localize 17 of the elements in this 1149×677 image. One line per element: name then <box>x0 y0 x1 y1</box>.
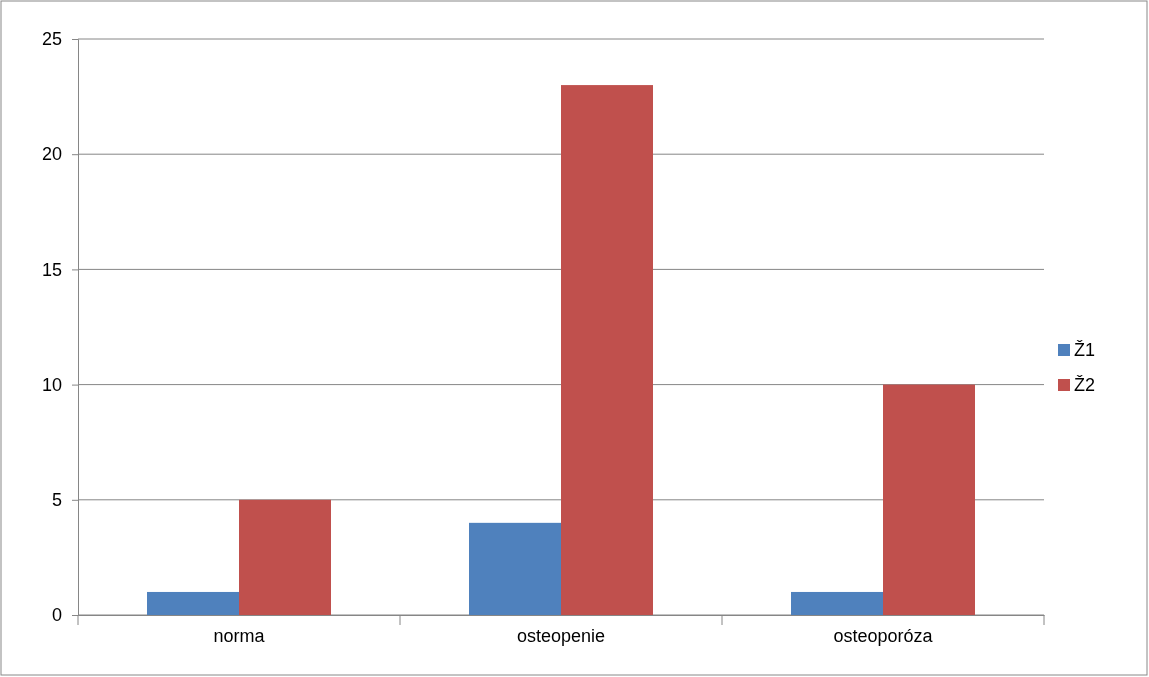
legend-label: Ž2 <box>1074 375 1096 395</box>
x-tick-label: osteoporóza <box>833 625 934 646</box>
y-tick-label: 10 <box>41 374 62 395</box>
bar <box>239 499 331 615</box>
bar <box>561 85 653 615</box>
y-tick-label: 20 <box>41 144 62 165</box>
y-tick-label: 15 <box>41 259 62 280</box>
y-tick-label: 5 <box>51 490 62 511</box>
y-tick-label: 25 <box>41 29 62 50</box>
x-tick-label: osteopenie <box>516 625 606 646</box>
bar <box>883 384 975 615</box>
x-tick-label: norma <box>213 625 266 646</box>
bar <box>469 522 561 615</box>
legend-label: Ž1 <box>1074 340 1096 360</box>
bar <box>147 591 239 615</box>
bar <box>791 591 883 615</box>
y-tick-label: 0 <box>51 605 62 626</box>
